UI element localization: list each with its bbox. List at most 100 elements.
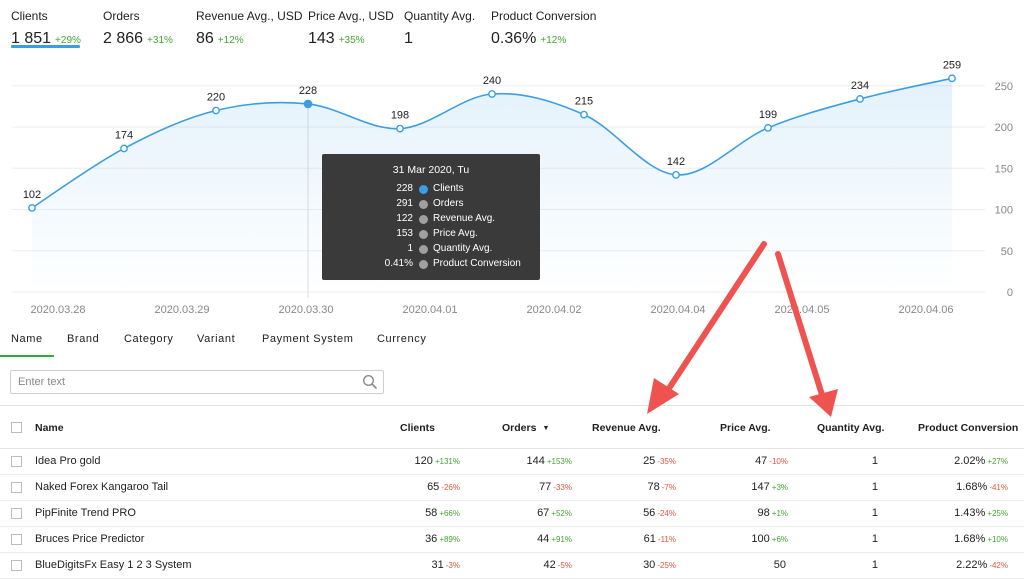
column-header-product-conversion[interactable]: Product Conversion — [918, 422, 1019, 434]
kpi-label: Orders — [103, 9, 140, 23]
tab-brand[interactable]: Brand — [67, 333, 100, 345]
table-row[interactable]: Naked Forex Kangaroo Tail 65 -26% 77 -33% … — [0, 475, 1024, 501]
tab-category[interactable]: Category — [124, 333, 174, 345]
tooltip-date: 31 Mar 2020, Tu — [392, 164, 470, 176]
kpi-change: +12% — [217, 35, 244, 46]
select-all-checkbox[interactable] — [11, 422, 22, 433]
data-point[interactable] — [120, 144, 128, 153]
row-checkbox[interactable] — [11, 508, 22, 519]
column-header-revenue-avg[interactable]: Revenue Avg. — [592, 422, 661, 434]
column-header-clients[interactable]: Clients — [400, 422, 436, 434]
search-input[interactable] — [18, 374, 348, 390]
kpi-value: 86 +12% — [196, 30, 244, 47]
row-checkbox[interactable] — [11, 482, 22, 493]
row-checkbox[interactable] — [11, 560, 22, 571]
tooltip-row-clients: 228 Clients — [322, 183, 540, 197]
dimension-tabs: Name Brand Category Variant Payment Syst… — [0, 333, 1024, 359]
kpi-quantity-avg[interactable]: Quantity Avg. 1 — [404, 9, 475, 48]
table-row[interactable]: PipFinite Trend PRO 58 +66% 67 +52% 56 -24%… — [0, 501, 1024, 527]
search-icon[interactable] — [362, 374, 378, 390]
kpi-value: 2 866 +31% — [103, 30, 173, 47]
data-point[interactable] — [856, 95, 864, 103]
table-row[interactable]: Idea Pro gold 120 +131% 144 +153% 25 -35% 4… — [0, 449, 1024, 475]
legend-dot-icon — [419, 215, 428, 224]
table-row[interactable]: Bruces Price Predictor 36 +89% 44 +91% 61-… — [0, 527, 1024, 553]
kpi-price-avg[interactable]: Price Avg., USD 143 +35% — [308, 9, 394, 48]
x-tick-label: 2020.04.04 — [650, 304, 705, 316]
tooltip-value: 1 — [407, 243, 413, 254]
kpi-orders[interactable]: Orders 2 866 +31% — [103, 9, 173, 48]
x-tick-label: 2020.03.29 — [154, 304, 209, 316]
column-header-price-avg[interactable]: Price Avg. — [720, 422, 771, 434]
cell-quantity: 1 — [871, 533, 878, 545]
cell-name: PipFinite Trend PRO — [35, 507, 136, 519]
cell-conversion: 1.68% +10% — [954, 533, 1008, 545]
cell-price: 50 — [773, 559, 786, 571]
cell-delta: +91% — [551, 535, 572, 544]
row-checkbox[interactable] — [11, 534, 22, 545]
x-tick-label: 2020.03.28 — [30, 304, 85, 316]
cell-orders: 44 +91% — [537, 533, 572, 545]
cell-name: Naked Forex Kangaroo Tail — [35, 481, 169, 493]
kpi-value: 0.36% +12% — [491, 30, 567, 47]
cell-conversion: 2.02% +27% — [954, 455, 1008, 467]
table-top-border — [0, 405, 1024, 406]
cell-price: 47 -10% — [755, 455, 788, 467]
data-label: 199 — [759, 109, 777, 121]
data-point[interactable] — [396, 124, 404, 133]
data-point[interactable] — [672, 170, 680, 179]
data-point[interactable] — [28, 203, 36, 212]
column-header-quantity-avg[interactable]: Quantity Avg. — [817, 422, 885, 434]
y-tick-label: 200 — [995, 122, 1013, 134]
tab-name[interactable]: Name — [11, 333, 43, 345]
tooltip-value: 0.41% — [384, 258, 413, 269]
tab-variant[interactable]: Variant — [197, 333, 236, 345]
kpi-change: +31% — [147, 35, 173, 46]
y-tick-label: 0 — [1007, 287, 1013, 299]
cell-name: BlueDigitsFx Easy 1 2 3 System — [35, 559, 192, 571]
cell-delta: +131% — [434, 457, 460, 466]
cell-delta: -26% — [441, 483, 460, 492]
tooltip-series-name: Product Conversion — [433, 258, 521, 269]
data-point[interactable] — [580, 110, 588, 119]
y-tick-label: 50 — [1001, 246, 1013, 258]
y-tick-label: 150 — [995, 163, 1013, 175]
tab-payment-system[interactable]: Payment System — [262, 333, 354, 345]
kpi-label: Clients — [11, 9, 48, 23]
y-tick-label: 100 — [995, 205, 1013, 217]
data-point[interactable] — [212, 106, 220, 115]
cell-revenue: 30 -25% — [643, 559, 676, 571]
cell-clients: 120 +131% — [414, 455, 461, 467]
data-label: 234 — [851, 80, 869, 92]
table-row[interactable]: BlueDigitsFx Easy 1 2 3 System 31 -3% 42-… — [0, 553, 1024, 579]
legend-dot-icon — [419, 185, 428, 194]
kpi-label: Price Avg., USD — [308, 9, 394, 23]
data-label: 228 — [299, 85, 317, 97]
cell-delta: -42% — [989, 561, 1008, 570]
data-point[interactable] — [303, 99, 313, 109]
cell-price: 147 +3% — [751, 481, 788, 493]
cell-conversion: 1.43% +25% — [954, 507, 1008, 519]
tooltip-series-name: Revenue Avg. — [433, 213, 496, 224]
column-header-name[interactable]: Name — [35, 422, 64, 434]
data-label: 102 — [23, 189, 41, 201]
column-header-orders[interactable]: Orders ▼ — [502, 422, 550, 434]
kpi-product-conversion[interactable]: Product Conversion 0.36% +12% — [491, 9, 596, 48]
tooltip-value: 122 — [396, 213, 413, 224]
x-tick-label: 2020.04.06 — [898, 304, 953, 316]
x-tick-label: 2020.03.30 — [278, 304, 333, 316]
data-point[interactable] — [764, 123, 772, 132]
data-labels: 102 174 220 228 198 240 215 142 199 234 259 — [23, 60, 961, 201]
search-box — [10, 370, 384, 394]
cell-revenue: 25 -35% — [643, 455, 676, 467]
cell-clients: 31 -3% — [431, 559, 460, 571]
kpi-clients[interactable]: Clients 1 851 +29% — [11, 9, 81, 48]
data-point[interactable] — [488, 90, 496, 98]
tooltip-series-name: Clients — [433, 183, 464, 194]
tab-currency[interactable]: Currency — [377, 333, 427, 345]
kpi-revenue-avg[interactable]: Revenue Avg., USD 86 +12% — [196, 9, 303, 48]
cell-orders: 67 +52% — [537, 507, 572, 519]
cell-delta: -41% — [989, 483, 1008, 492]
row-checkbox[interactable] — [11, 456, 22, 467]
data-point[interactable] — [948, 74, 956, 83]
